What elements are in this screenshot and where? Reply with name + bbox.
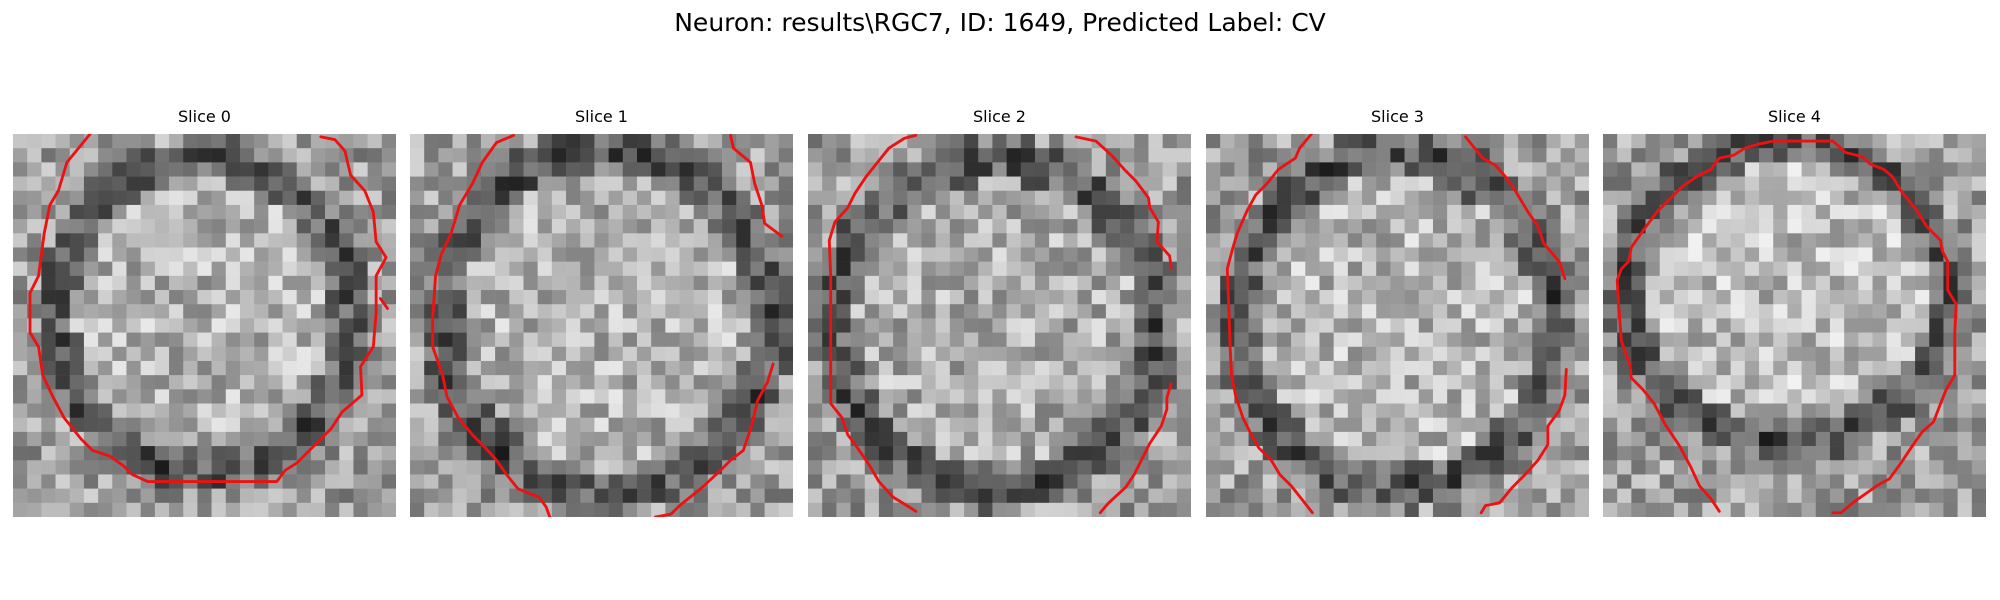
contour-line <box>1074 135 1173 271</box>
slice-title: Slice 1 <box>575 107 628 126</box>
contour-line <box>28 134 388 483</box>
slice-panel-4: Slice 4 <box>1603 106 1986 520</box>
slice-panel-0: Slice 0 <box>13 106 396 520</box>
slice-title: Slice 2 <box>973 107 1026 126</box>
contour-line <box>1479 368 1568 515</box>
contour-line <box>729 134 784 238</box>
slice-title: Slice 0 <box>178 107 231 126</box>
texture-pixels <box>1603 134 1986 517</box>
contour-line <box>378 297 389 310</box>
slice-image-3 <box>1206 134 1589 517</box>
contour-line <box>1628 363 1721 513</box>
slice-panel-3: Slice 3 <box>1206 106 1589 520</box>
slice-image-0 <box>13 134 396 517</box>
texture-pixels <box>1206 134 1589 517</box>
contour-line <box>431 134 552 517</box>
contour-line <box>1225 134 1314 515</box>
figure-title: Neuron: results\RGC7, ID: 1649, Predicte… <box>674 8 1326 37</box>
texture-pixels <box>808 134 1191 517</box>
contour-line <box>653 362 775 517</box>
texture-pixels <box>13 134 396 517</box>
slice-title: Slice 3 <box>1371 107 1424 126</box>
slice-panel-1: Slice 1 <box>410 106 793 520</box>
contour-line <box>1098 382 1173 515</box>
slice-image-4 <box>1603 134 1986 517</box>
contour-line <box>1464 135 1567 281</box>
slice-image-2 <box>808 134 1191 517</box>
slice-title: Slice 4 <box>1768 107 1821 126</box>
slice-image-1 <box>410 134 793 517</box>
texture-pixels <box>410 134 793 517</box>
contour-line <box>827 134 918 513</box>
slice-panel-2: Slice 2 <box>808 106 1191 520</box>
contour-line <box>1615 139 1958 515</box>
